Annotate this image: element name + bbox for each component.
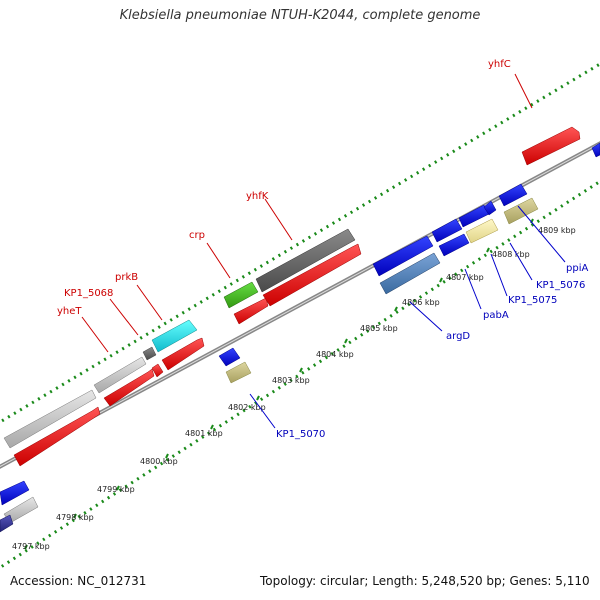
gene-arrow[interactable]: [151, 363, 164, 378]
gene-arrow[interactable]: [142, 346, 157, 361]
gene-arrow[interactable]: [503, 197, 539, 225]
gene-arrow[interactable]: [431, 218, 463, 243]
gene-arrow[interactable]: [465, 218, 499, 244]
kbp-label: 4809 kbp: [538, 226, 576, 235]
gene-arrow[interactable]: [483, 200, 497, 216]
accession-label: Accession: NC_012731: [10, 574, 147, 588]
gene-arrow[interactable]: [151, 319, 198, 353]
kbp-label: 4803 kbp: [272, 376, 310, 385]
gene-arrow[interactable]: [233, 297, 269, 325]
gene-label-KP1_5070[interactable]: KP1_5070: [276, 429, 325, 440]
gene-arrow[interactable]: [0, 514, 14, 533]
gene-label-argD[interactable]: argD: [446, 331, 470, 342]
gene-label-ppiA[interactable]: ppiA: [566, 263, 588, 274]
gene-arrow[interactable]: [223, 281, 259, 309]
gene-label-crp[interactable]: crp: [189, 230, 205, 241]
outer-tick-track: [0, 62, 600, 424]
gene-label-KP1_5068[interactable]: KP1_5068: [64, 288, 113, 299]
kbp-label: 4797 kbp: [12, 542, 50, 551]
major-ticks: [24, 218, 534, 550]
gene-arrow[interactable]: [3, 389, 97, 449]
genome-summary: Topology: circular; Length: 5,248,520 bp…: [260, 574, 590, 588]
kbp-label: 4800 kbp: [140, 457, 178, 466]
gene-arrow[interactable]: [103, 368, 155, 407]
kbp-label: 4805 kbp: [360, 324, 398, 333]
gene-label-yhfC[interactable]: yhfC: [488, 59, 511, 70]
gene-arrow[interactable]: [0, 480, 30, 506]
gene-label-yheT[interactable]: yheT: [57, 306, 82, 317]
gene-arrow[interactable]: [262, 243, 362, 307]
gene-arrow[interactable]: [218, 347, 241, 367]
gene-arrow[interactable]: [379, 252, 441, 295]
kbp-label: 4806 kbp: [402, 298, 440, 307]
gene-label-prkB[interactable]: prkB: [115, 272, 138, 283]
gene-label-pabA[interactable]: pabA: [483, 310, 509, 321]
gene-arrow[interactable]: [591, 142, 600, 158]
gene-arrow[interactable]: [372, 235, 434, 277]
kbp-label: 4799 kbp: [97, 485, 135, 494]
reverse-leader-lines: [249, 205, 566, 429]
kbp-label: 4804 kbp: [316, 350, 354, 359]
kbp-label: 4801 kbp: [185, 429, 223, 438]
kbp-label: 4807 kbp: [446, 273, 484, 282]
page-title: Klebsiella pneumoniae NTUH-K2044, comple…: [119, 8, 481, 23]
kbp-label: 4802 kbp: [228, 403, 266, 412]
gene-arrow[interactable]: [93, 356, 147, 394]
gene-arrow[interactable]: [438, 233, 470, 257]
forward-leader-lines: [81, 73, 533, 353]
kbp-label: 4798 kbp: [56, 513, 94, 522]
gene-label-KP1_5076[interactable]: KP1_5076: [536, 280, 585, 291]
gene-arrow[interactable]: [225, 361, 252, 384]
gene-label-yhfK[interactable]: yhfK: [246, 191, 269, 202]
gene-label-KP1_5075[interactable]: KP1_5075: [508, 295, 557, 306]
gene-arrow[interactable]: [255, 228, 356, 293]
gene-arrow[interactable]: [498, 183, 528, 207]
gene-arrow[interactable]: [161, 337, 205, 371]
gene-arrow[interactable]: [13, 406, 101, 467]
gene-arrow[interactable]: [521, 126, 581, 166]
kbp-label: 4808 kbp: [492, 250, 530, 259]
